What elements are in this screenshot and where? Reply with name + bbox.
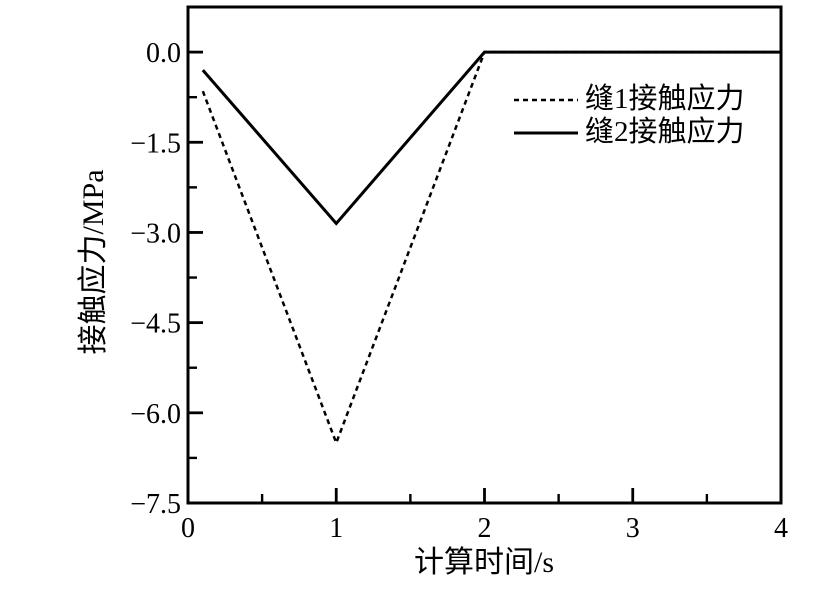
y-tick-label: −1.5 [130, 128, 181, 159]
legend-item-seam1: 缝1接触应力 [514, 83, 745, 116]
legend-label-seam1: 缝1接触应力 [585, 83, 745, 115]
y-tick-label: −4.5 [130, 309, 181, 340]
y-tick-label: −3.0 [130, 218, 181, 249]
series-line-1-dashed [201, 50, 781, 447]
plot-generated-layer: 0 1 2 3 4 0.0 −1.5 −3.0 −4.5 −6.0 −7.5 [130, 5, 788, 544]
solid-line-sample-icon [514, 131, 578, 134]
y-tick-label: −7.5 [130, 489, 181, 520]
x-tick-label: 0 [181, 513, 195, 544]
legend-item-seam2: 缝2接触应力 [514, 116, 745, 149]
x-tick-label: 1 [329, 513, 343, 544]
x-tick-label: 4 [774, 513, 788, 544]
dashed-line-sample-icon [514, 98, 578, 101]
plot-frame [186, 5, 783, 505]
x-tick-label: 2 [478, 513, 492, 544]
x-tick-label: 3 [626, 513, 640, 544]
legend: 缝1接触应力 缝2接触应力 [514, 83, 745, 149]
x-axis-label: 计算时间/s [414, 546, 554, 579]
y-tick-label: −6.0 [130, 399, 181, 430]
legend-label-seam2: 缝2接触应力 [585, 116, 745, 148]
series-line-2-solid [201, 50, 781, 226]
y-axis-label: 接触应力/MPa [77, 169, 110, 354]
y-tick-label: 0.0 [146, 38, 181, 69]
